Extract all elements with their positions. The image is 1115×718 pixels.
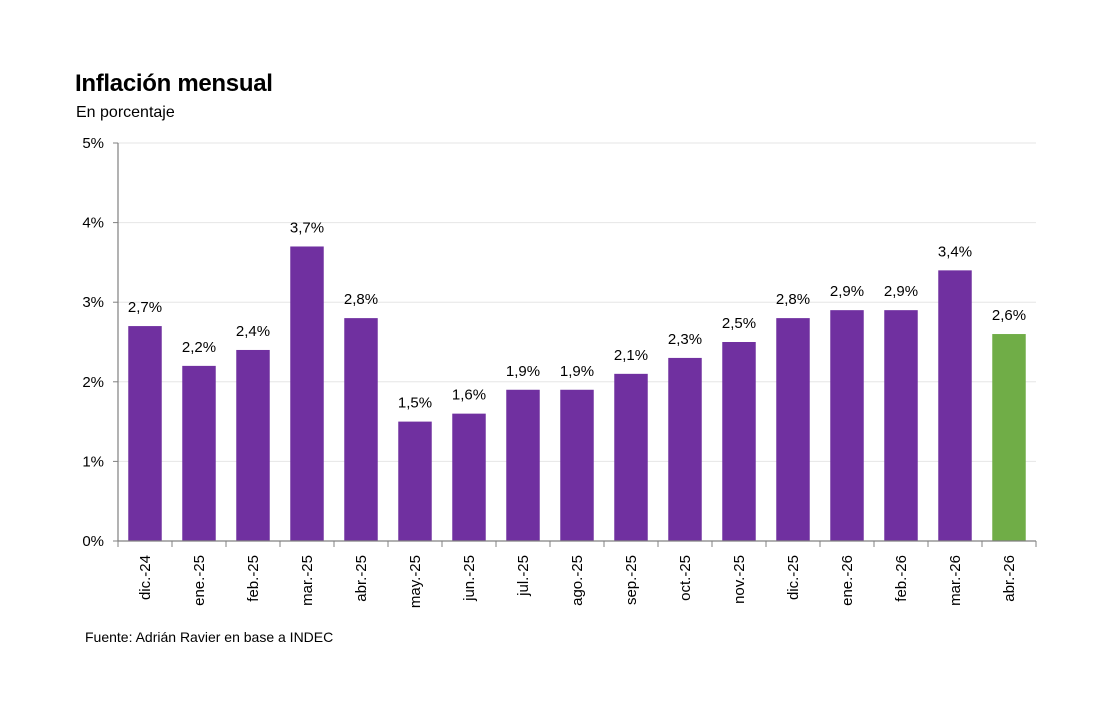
x-tick-label: mar.-26 <box>947 555 964 606</box>
bar-mar.-25 <box>290 246 324 542</box>
bar-jun.-25 <box>452 413 486 541</box>
bar-feb.-25 <box>236 349 270 541</box>
y-axis-ticks: 0% 1% 2% 3% 4% 5% <box>82 135 118 550</box>
data-label: 2,5% <box>722 315 756 332</box>
data-label: 2,6% <box>992 307 1026 324</box>
bar-may.-25 <box>398 421 432 541</box>
bar-dic.-24 <box>128 326 162 541</box>
data-label: 2,9% <box>830 283 864 300</box>
x-tick-label: ago.-25 <box>569 555 586 606</box>
bar-ene.-25 <box>182 365 216 541</box>
data-label: 2,8% <box>344 291 378 308</box>
bar-ago.-25 <box>560 389 594 541</box>
x-tick-label: abr.-26 <box>1001 555 1018 602</box>
bar-oct.-25 <box>668 357 702 541</box>
x-tick-label: sep.-25 <box>623 555 640 605</box>
chart-title: Inflación mensual <box>75 70 273 97</box>
data-label: 1,9% <box>560 363 594 380</box>
data-label: 2,2% <box>182 339 216 356</box>
x-tick-label: abr.-25 <box>353 555 370 602</box>
y-tick-label: 4% <box>82 215 104 232</box>
chart-subtitle: En porcentaje <box>76 104 175 121</box>
x-tick-label: dic.-24 <box>137 555 154 600</box>
bar-abr.-25 <box>344 318 378 541</box>
data-label: 2,8% <box>776 291 810 308</box>
source-note: Fuente: Adrián Ravier en base a INDEC <box>85 629 334 645</box>
y-tick-label: 5% <box>82 135 104 152</box>
y-tick-label: 3% <box>82 294 104 311</box>
bar-dic.-25 <box>776 318 810 541</box>
y-tick-label: 1% <box>82 453 104 470</box>
data-labels: 2,7% 2,2% 2,4% 3,7% 2,8% 1,5% 1,6% 1,9% 1,9% 2,1%… <box>128 219 1026 411</box>
x-tick-label: nov.-25 <box>731 555 748 604</box>
data-label: 2,7% <box>128 299 162 316</box>
data-label: 3,7% <box>290 219 324 236</box>
x-tick-label: feb.-25 <box>245 555 262 602</box>
bar-nov.-25 <box>722 342 756 541</box>
data-label: 1,9% <box>506 363 540 380</box>
data-label: 2,3% <box>668 331 702 348</box>
bar-abr.-26 <box>992 334 1026 541</box>
x-tick-label: dic.-25 <box>785 555 802 600</box>
x-tick-label: mar.-25 <box>299 555 316 606</box>
data-label: 1,6% <box>452 387 486 404</box>
x-tick-label: jun.-25 <box>461 555 478 602</box>
bar-sep.-25 <box>614 373 648 541</box>
data-label: 2,4% <box>236 323 270 340</box>
bar-ene.-26 <box>830 310 864 541</box>
data-label: 2,9% <box>884 283 918 300</box>
bar-jul.-25 <box>506 389 540 541</box>
bar-feb.-26 <box>884 310 918 541</box>
x-tick-label: ene.-25 <box>191 555 208 606</box>
x-tick-label: feb.-26 <box>893 555 910 602</box>
x-axis-ticks: dic.-24 ene.-25 feb.-25 mar.-25 abr.-25 may.-… <box>117 541 1037 608</box>
y-tick-label: 0% <box>82 533 104 550</box>
axes <box>117 143 1036 542</box>
x-tick-label: oct.-25 <box>677 555 694 601</box>
x-tick-label: ene.-26 <box>839 555 856 606</box>
bars <box>128 246 1026 542</box>
data-label: 1,5% <box>398 395 432 412</box>
y-tick-label: 2% <box>82 374 104 391</box>
x-tick-label: may.-25 <box>407 555 424 608</box>
bar-mar.-26 <box>938 270 972 541</box>
data-label: 3,4% <box>938 243 972 260</box>
data-label: 2,1% <box>614 347 648 364</box>
x-tick-label: jul.-25 <box>515 555 532 597</box>
